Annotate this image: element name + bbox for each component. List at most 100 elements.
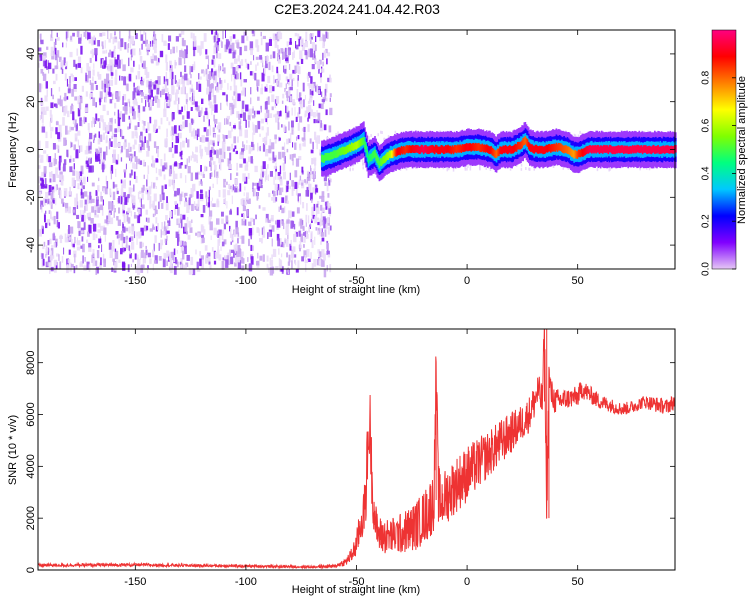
ridge-cell [363,137,365,145]
ridge-cell [626,145,628,154]
noise-speck [525,167,527,170]
ridge-cell [375,153,377,161]
noise-speck [80,188,83,195]
noise-speck [292,77,295,81]
noise-speck [77,130,81,136]
noise-speck [291,180,294,187]
noise-speck [212,142,215,147]
ridge-cell [355,142,357,150]
noise-speck [305,263,307,273]
noise-speck [80,210,82,218]
noise-speck [54,153,56,160]
noise-speck [65,237,69,243]
noise-speck [243,158,246,164]
noise-speck [214,150,216,155]
ridge-cell [390,150,393,158]
noise-speck [366,133,369,137]
noise-speck [212,55,215,59]
noise-speck [296,61,300,65]
noise-speck [286,41,289,47]
noise-speck [50,193,54,200]
noise-speck [137,158,141,165]
noise-speck [153,55,157,61]
noise-speck [313,81,316,87]
noise-speck [319,251,322,257]
noise-speck [232,67,236,75]
noise-speck [147,189,149,195]
noise-speck [324,182,327,186]
noise-speck [51,216,54,221]
noise-speck [109,249,113,258]
noise-speck [105,98,107,103]
noise-speck [227,158,231,167]
noise-speck [263,65,265,74]
noise-speck [274,103,276,109]
noise-speck [266,117,268,125]
noise-speck [212,127,215,133]
noise-speck [258,146,261,150]
snr-y-tick-label: 4000 [25,454,37,478]
noise-speck [85,72,87,82]
noise-speck [214,168,216,178]
noise-speck [71,263,74,268]
ridge-cell [428,146,430,154]
noise-speck [56,253,60,257]
ridge-cell [468,143,470,151]
noise-speck [145,217,148,222]
noise-speck [51,171,53,176]
noise-speck [294,107,296,116]
noise-speck [299,240,302,249]
noise-speck [77,237,78,245]
noise-speck [248,198,251,204]
noise-speck [269,171,273,177]
noise-speck [143,159,145,166]
noise-speck [75,197,78,206]
noise-speck [177,218,180,225]
noise-speck [255,64,257,71]
noise-speck [89,224,92,234]
noise-speck [208,189,210,198]
noise-speck [223,134,225,142]
noise-speck [260,31,262,37]
noise-speck [118,196,120,204]
noise-speck [289,185,291,190]
noise-speck [171,113,174,122]
noise-speck [98,245,100,249]
noise-speck [149,200,152,209]
ridge-cell [422,146,425,155]
noise-speck [181,154,183,159]
noise-speck [83,222,86,230]
noise-speck [289,86,293,91]
noise-speck [140,198,142,208]
ridge-cell [415,144,417,153]
noise-speck [166,235,168,241]
noise-speck [178,223,180,228]
noise-speck [520,167,523,171]
noise-speck [153,32,155,40]
noise-speck [310,192,313,201]
noise-speck [201,237,205,243]
noise-speck [76,31,80,38]
ridge-cell [546,145,549,153]
noise-speck [308,215,310,224]
noise-speck [380,130,382,134]
noise-speck [167,43,170,50]
noise-speck [305,214,308,223]
noise-speck [136,231,139,237]
noise-speck [237,188,240,193]
ridge-cell [414,145,416,154]
noise-speck [361,159,364,163]
noise-speck [114,262,117,271]
noise-speck [91,36,94,46]
snr-x-tick-label: -150 [124,576,146,588]
noise-speck [250,256,254,265]
noise-speck [317,249,320,254]
noise-speck [226,102,228,107]
ridge-cell [487,145,489,153]
ridge-cell [547,144,550,152]
noise-speck [446,168,448,172]
noise-speck [167,220,171,226]
ridge-cell [531,144,533,152]
noise-speck [150,196,152,203]
ridge-cell [490,146,492,154]
